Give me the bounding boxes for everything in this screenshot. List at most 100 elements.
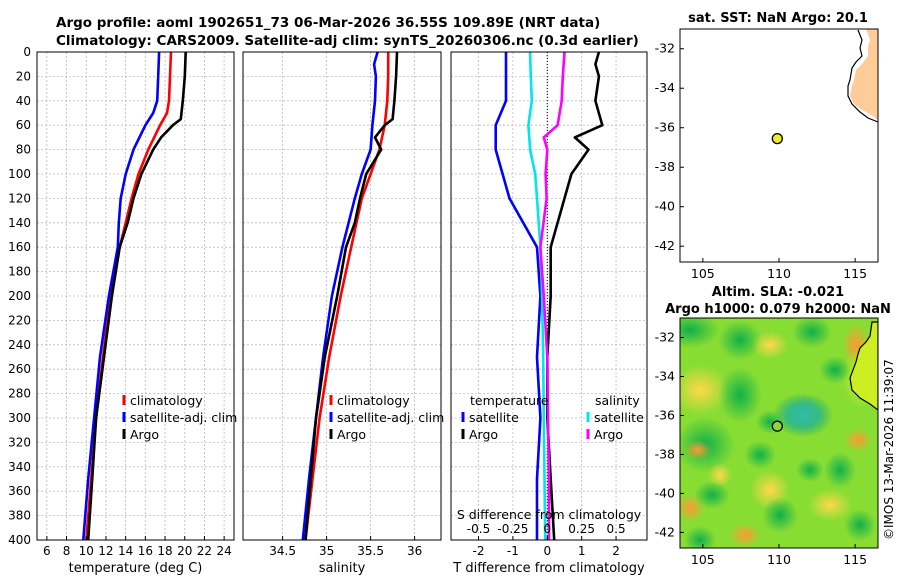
- depth-tick-label: 80: [16, 143, 31, 157]
- diff-xtick-label: -2: [473, 544, 485, 558]
- diff-top-xtick-label: 0.5: [607, 522, 626, 536]
- temp-xlabel: temperature (deg C): [69, 561, 203, 576]
- sla-anomaly-blob: [844, 509, 876, 541]
- depth-tick-label: 60: [16, 118, 31, 132]
- sal-xtick-label: 35.5: [357, 544, 384, 558]
- temp-legend-label: Argo: [130, 427, 159, 442]
- map-xtick-label: 110: [767, 266, 791, 281]
- map-ytick-label: -34: [655, 80, 675, 95]
- sst-background: [680, 29, 878, 262]
- sal-legend-label: climatology: [337, 393, 410, 408]
- temp-xtick-label: 8: [63, 544, 71, 558]
- diff-frame: [450, 51, 648, 541]
- diff-series-salinity-satellite: [527, 51, 547, 541]
- temp-series-argo: [86, 51, 187, 541]
- sla-anomaly-blob: [752, 331, 788, 359]
- sla-map-title-line2: Argo h1000: 0.079 h2000: NaN: [665, 302, 891, 317]
- title-line1: Argo profile: aoml 1902651_73 06-Mar-202…: [56, 15, 600, 31]
- depth-tick-label: 100: [8, 167, 31, 181]
- coastline: [849, 321, 878, 411]
- diff-top-xlabel: S difference from climatology: [457, 507, 642, 522]
- temp-xtick-label: 12: [98, 544, 113, 558]
- sla-map: 105 110 115 -32 -34 -36 -38 -40 -42: [655, 317, 879, 567]
- sla-anomaly-blob: [773, 393, 833, 437]
- sla-anomaly-blob: [844, 428, 872, 452]
- diff-xtick-label: 1: [578, 544, 586, 558]
- temp-xtick-label: 22: [197, 544, 212, 558]
- diff-panel: -2 -1 0 1 2 T difference from climatology: [450, 51, 648, 576]
- title-line2: Climatology: CARS2009. Satellite-adj cli…: [56, 33, 639, 49]
- sal-frame: [242, 51, 442, 541]
- sla-map-title-line1: Altim. SLA: -0.021: [712, 285, 844, 300]
- sal-legend-label: satellite-adj. clim: [337, 410, 444, 425]
- sla-anomaly-blob: [729, 523, 761, 547]
- map-xtick-label: 105: [691, 266, 715, 281]
- depth-tick-label: 0: [23, 45, 31, 59]
- map-ytick-label: -32: [655, 329, 675, 344]
- diff-legend-label: satellite: [469, 410, 519, 425]
- map-ytick-label: -42: [655, 238, 675, 253]
- temp-xtick-label: 14: [118, 544, 133, 558]
- diff-series-salinity-argo: [539, 51, 566, 540]
- sal-xtick-label: 35: [319, 544, 334, 558]
- diff-xtick-label: 0: [543, 544, 551, 558]
- diff-top-xtick-label: 0.25: [568, 522, 595, 536]
- depth-tick-label: 140: [8, 216, 31, 230]
- depth-tick-label: 180: [8, 265, 31, 279]
- depth-tick-label: 220: [8, 313, 31, 327]
- land: [850, 29, 878, 120]
- sal-xtick-label: 34.5: [269, 544, 296, 558]
- diff-xtick-label: -1: [507, 544, 519, 558]
- sla-anomaly-blob: [744, 441, 776, 469]
- sla-anomaly-blob: [718, 320, 762, 360]
- sla-anomaly-blob: [792, 318, 832, 348]
- timestamp: ©IMOS 13-Mar-2026 11:39:07: [882, 359, 896, 540]
- depth-tick-label: 160: [8, 240, 31, 254]
- diff-xtick-label: 2: [612, 544, 620, 558]
- map-ytick-label: -38: [655, 446, 675, 461]
- sla-anomaly-blob: [694, 481, 730, 509]
- depth-tick-label: 360: [8, 484, 31, 498]
- map-xtick-label: 105: [691, 552, 715, 567]
- depth-tick-label: 380: [8, 509, 31, 523]
- depth-tick-label: 120: [8, 191, 31, 205]
- map-xtick-label: 115: [843, 266, 867, 281]
- sla-anomaly-blob: [819, 356, 851, 384]
- depth-tick-label: 260: [8, 362, 31, 376]
- sla-anomaly-blob: [718, 367, 762, 423]
- sla-anomaly-blob: [824, 452, 856, 488]
- depth-tick-label: 400: [8, 533, 31, 547]
- depth-tick-label: 280: [8, 387, 31, 401]
- temp-xtick-label: 6: [43, 544, 51, 558]
- diff-legend-header-temperature: temperature: [470, 393, 549, 408]
- temp-xtick-label: 20: [177, 544, 192, 558]
- temp-frame: [36, 51, 235, 541]
- depth-tick-label: 20: [16, 69, 31, 83]
- map-xtick-label: 110: [767, 552, 791, 567]
- temp-series-satellite-adj-clim: [82, 51, 161, 541]
- diff-xlabel: T difference from climatology: [452, 561, 645, 576]
- map-ytick-label: -36: [655, 120, 675, 135]
- diff-legend-label: Argo: [594, 427, 623, 442]
- sla-anomaly-blob: [708, 463, 732, 487]
- diff-legend-label: satellite: [594, 410, 644, 425]
- argo-location-marker: [771, 420, 783, 432]
- sla-anomaly-blob: [680, 494, 704, 522]
- temp-panel: 6 8 10 12 14 16 18 20 22 24 temperature (deg C): [36, 51, 235, 576]
- sla-anomaly-blob: [684, 526, 716, 548]
- sal-series-argo: [304, 51, 399, 541]
- depth-tick-label: 320: [8, 435, 31, 449]
- sla-heatmap: [680, 318, 878, 548]
- map-ytick-label: -36: [655, 407, 675, 422]
- map-ytick-label: -32: [655, 41, 675, 56]
- map-ytick-label: -40: [655, 199, 675, 214]
- sal-xlabel: salinity: [319, 561, 366, 576]
- map-ytick-label: -38: [655, 159, 675, 174]
- sla-anomaly-blob: [808, 489, 852, 521]
- argo-location-marker: [771, 132, 783, 145]
- sal-legend-label: Argo: [337, 427, 366, 442]
- temp-xtick-label: 18: [157, 544, 172, 558]
- diff-top-xtick-label: -0.5: [467, 522, 490, 536]
- sla-anomaly-blob: [680, 318, 720, 348]
- sla-anomaly-blob: [684, 440, 712, 460]
